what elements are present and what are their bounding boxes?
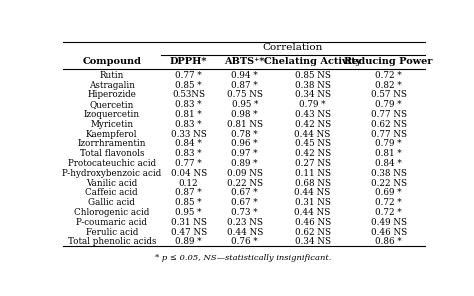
- Text: Ferulic acid: Ferulic acid: [86, 228, 138, 237]
- Text: 0.46 NS: 0.46 NS: [294, 218, 331, 227]
- Text: 0.22 NS: 0.22 NS: [227, 179, 263, 188]
- Text: 0.42 NS: 0.42 NS: [294, 120, 331, 129]
- Text: 0.38 NS: 0.38 NS: [371, 169, 407, 178]
- Text: 0.23 NS: 0.23 NS: [227, 218, 263, 227]
- Text: 0.62 NS: 0.62 NS: [371, 120, 407, 129]
- Text: 0.98 *: 0.98 *: [231, 110, 258, 119]
- Text: Gallic acid: Gallic acid: [88, 198, 135, 207]
- Text: 0.72 *: 0.72 *: [375, 198, 402, 207]
- Text: 0.95 *: 0.95 *: [175, 208, 202, 217]
- Text: 0.85 *: 0.85 *: [175, 198, 202, 207]
- Text: 0.12: 0.12: [179, 179, 199, 188]
- Text: 0.42 NS: 0.42 NS: [294, 149, 331, 158]
- Text: Compound: Compound: [82, 57, 141, 66]
- Text: Protocateuchic acid: Protocateuchic acid: [68, 159, 156, 168]
- Text: 0.97 *: 0.97 *: [231, 149, 258, 158]
- Text: Kaempferol: Kaempferol: [86, 130, 137, 139]
- Text: Caffeic acid: Caffeic acid: [85, 189, 138, 197]
- Text: 0.38 NS: 0.38 NS: [295, 81, 330, 90]
- Text: 0.81 *: 0.81 *: [375, 149, 402, 158]
- Text: Total phenolic acids: Total phenolic acids: [67, 237, 156, 247]
- Text: 0.49 NS: 0.49 NS: [371, 218, 407, 227]
- Text: 0.76 *: 0.76 *: [231, 237, 258, 247]
- Text: DPPH*: DPPH*: [170, 57, 207, 66]
- Text: 0.57 NS: 0.57 NS: [371, 91, 407, 99]
- Text: 0.78 *: 0.78 *: [231, 130, 258, 139]
- Text: Myricetin: Myricetin: [90, 120, 133, 129]
- Text: 0.84 *: 0.84 *: [375, 159, 402, 168]
- Text: Total flavonols: Total flavonols: [80, 149, 144, 158]
- Text: 0.68 NS: 0.68 NS: [295, 179, 330, 188]
- Text: 0.75 NS: 0.75 NS: [227, 91, 263, 99]
- Text: 0.31 NS: 0.31 NS: [295, 198, 330, 207]
- Text: 0.31 NS: 0.31 NS: [171, 218, 207, 227]
- Text: 0.84 *: 0.84 *: [175, 139, 202, 149]
- Text: 0.82 *: 0.82 *: [375, 81, 402, 90]
- Text: Chelating Activity: Chelating Activity: [264, 57, 361, 66]
- Text: 0.53NS: 0.53NS: [172, 91, 205, 99]
- Text: 0.89 *: 0.89 *: [231, 159, 258, 168]
- Text: 0.44 NS: 0.44 NS: [294, 130, 331, 139]
- Text: 0.85 NS: 0.85 NS: [295, 71, 330, 80]
- Text: 0.67 *: 0.67 *: [231, 189, 258, 197]
- Text: 0.77 NS: 0.77 NS: [371, 130, 407, 139]
- Text: 0.67 *: 0.67 *: [231, 198, 258, 207]
- Text: 0.87 *: 0.87 *: [231, 81, 258, 90]
- Text: 0.47 NS: 0.47 NS: [171, 228, 207, 237]
- Text: P-hydroxybenzoic acid: P-hydroxybenzoic acid: [62, 169, 161, 178]
- Text: Astragalin: Astragalin: [89, 81, 135, 90]
- Text: 0.46 NS: 0.46 NS: [371, 228, 407, 237]
- Text: 0.79 *: 0.79 *: [375, 100, 402, 109]
- Text: 0.44 NS: 0.44 NS: [294, 208, 331, 217]
- Text: 0.09 NS: 0.09 NS: [227, 169, 263, 178]
- Text: 0.81 *: 0.81 *: [175, 110, 202, 119]
- Text: 0.77 NS: 0.77 NS: [371, 110, 407, 119]
- Text: P-coumaric acid: P-coumaric acid: [76, 218, 147, 227]
- Text: 0.83 *: 0.83 *: [175, 149, 202, 158]
- Text: 0.45 NS: 0.45 NS: [295, 139, 330, 149]
- Text: 0.79 *: 0.79 *: [375, 139, 402, 149]
- Text: 0.34 NS: 0.34 NS: [295, 237, 330, 247]
- Text: 0.81 NS: 0.81 NS: [227, 120, 263, 129]
- Text: 0.83 *: 0.83 *: [175, 100, 202, 109]
- Text: Correlation: Correlation: [263, 44, 323, 52]
- Text: Izoquercetin: Izoquercetin: [84, 110, 140, 119]
- Text: 0.85 *: 0.85 *: [175, 81, 202, 90]
- Text: 0.79 *: 0.79 *: [300, 100, 326, 109]
- Text: * p ≤ 0.05, NS—statistically insignificant.: * p ≤ 0.05, NS—statistically insignifica…: [155, 254, 331, 262]
- Text: 0.89 *: 0.89 *: [175, 237, 202, 247]
- Text: 0.44 NS: 0.44 NS: [294, 189, 331, 197]
- Text: 0.73 *: 0.73 *: [231, 208, 258, 217]
- Text: 0.22 NS: 0.22 NS: [371, 179, 407, 188]
- Text: 0.94 *: 0.94 *: [231, 71, 258, 80]
- Text: 0.33 NS: 0.33 NS: [171, 130, 207, 139]
- Text: 0.43 NS: 0.43 NS: [295, 110, 330, 119]
- Text: Izorrhramentin: Izorrhramentin: [78, 139, 146, 149]
- Text: 0.87 *: 0.87 *: [175, 189, 202, 197]
- Text: Chlorogenic acid: Chlorogenic acid: [74, 208, 149, 217]
- Text: 0.77 *: 0.77 *: [175, 71, 202, 80]
- Text: Hiperozide: Hiperozide: [87, 91, 136, 99]
- Text: 0.11 NS: 0.11 NS: [295, 169, 330, 178]
- Text: 0.27 NS: 0.27 NS: [295, 159, 330, 168]
- Text: Reducing Power: Reducing Power: [344, 57, 433, 66]
- Text: 0.83 *: 0.83 *: [175, 120, 202, 129]
- Text: 0.72 *: 0.72 *: [375, 71, 402, 80]
- Text: 0.69 *: 0.69 *: [375, 189, 402, 197]
- Text: ABTS⁺*: ABTS⁺*: [225, 57, 265, 66]
- Text: 0.96 *: 0.96 *: [231, 139, 258, 149]
- Text: 0.72 *: 0.72 *: [375, 208, 402, 217]
- Text: 0.86 *: 0.86 *: [375, 237, 402, 247]
- Text: Vanilic acid: Vanilic acid: [86, 179, 137, 188]
- Text: 0.62 NS: 0.62 NS: [295, 228, 330, 237]
- Text: Quercetin: Quercetin: [90, 100, 134, 109]
- Text: 0.44 NS: 0.44 NS: [227, 228, 263, 237]
- Text: 0.34 NS: 0.34 NS: [295, 91, 330, 99]
- Text: 0.04 NS: 0.04 NS: [171, 169, 207, 178]
- Text: 0.95 *: 0.95 *: [232, 100, 258, 109]
- Text: 0.77 *: 0.77 *: [175, 159, 202, 168]
- Text: Rutin: Rutin: [100, 71, 124, 80]
